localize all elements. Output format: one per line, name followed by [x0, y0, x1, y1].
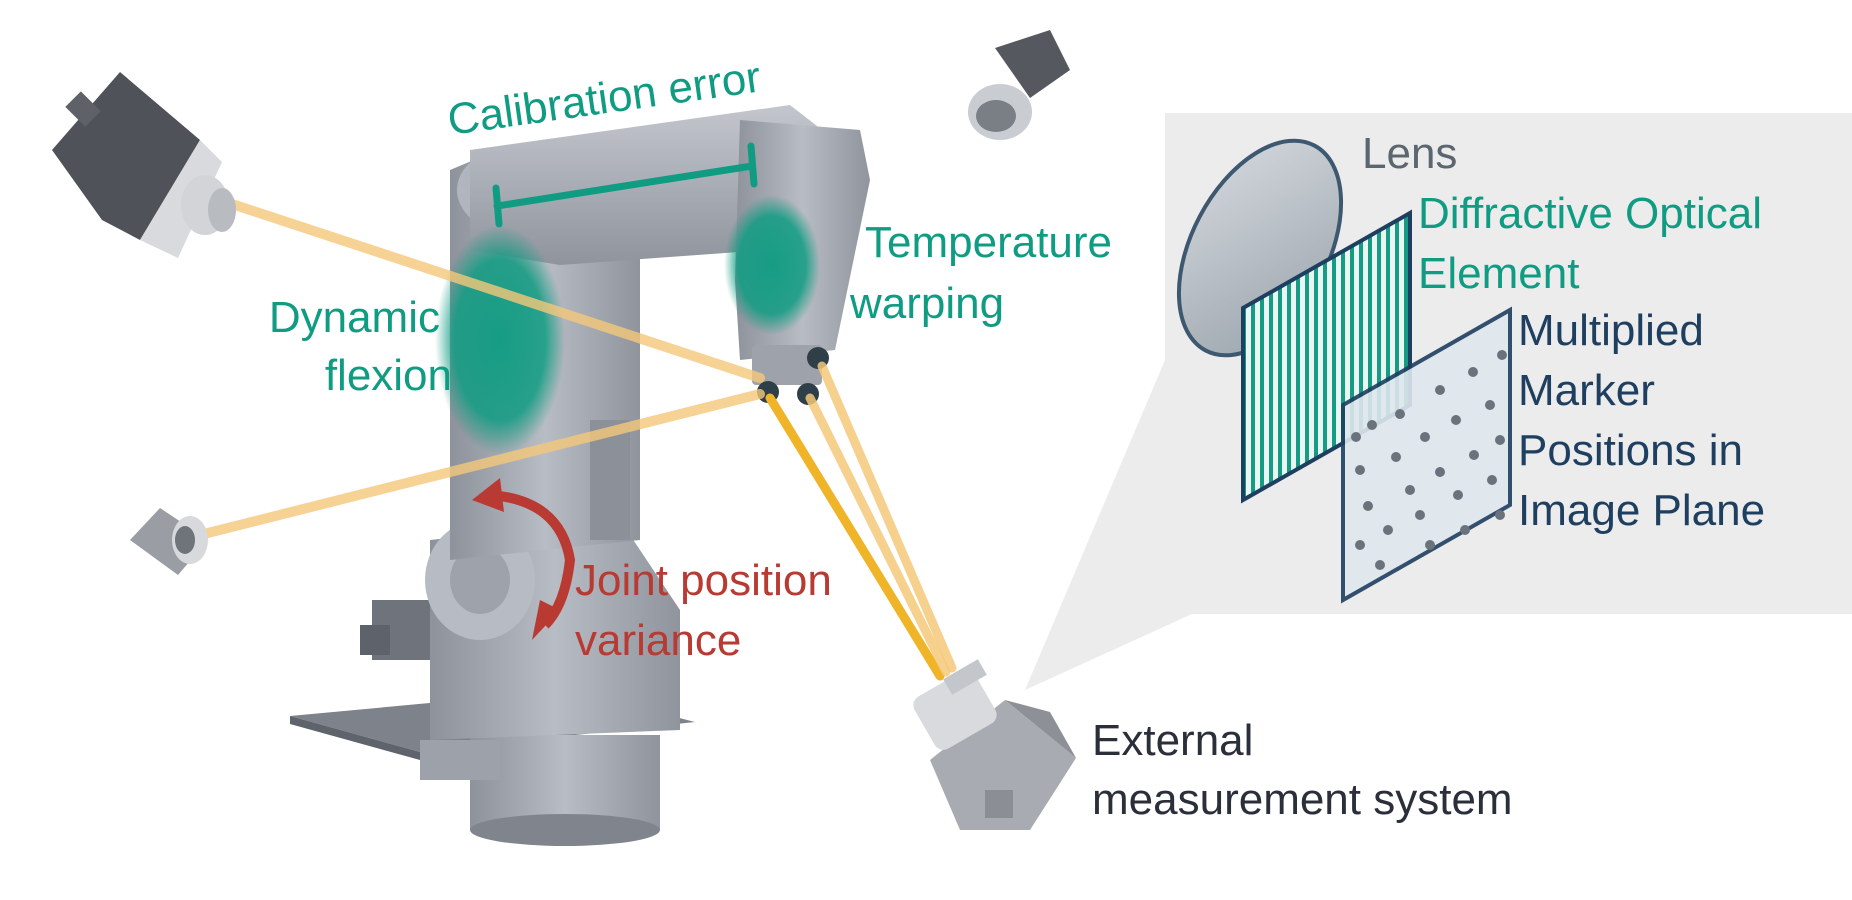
marker-dot — [1383, 525, 1393, 535]
marker-label-line1: Multiplied — [1518, 306, 1704, 355]
joint-position-label-line2: variance — [575, 616, 741, 665]
marker-dot — [1451, 415, 1461, 425]
marker-dot — [1485, 400, 1495, 410]
marker-dot — [1375, 560, 1385, 570]
temperature-warping-region — [724, 195, 820, 335]
marker-dot — [1460, 525, 1470, 535]
marker-dot — [1420, 432, 1430, 442]
marker-label-line4: Image Plane — [1518, 486, 1765, 535]
curved-arrow-icon — [472, 478, 576, 640]
external-system-label-line1: External — [1092, 716, 1253, 765]
marker-dot — [1453, 490, 1463, 500]
marker-dot — [1355, 540, 1365, 550]
calibration-error-bar — [492, 142, 758, 228]
marker-dot — [1435, 385, 1445, 395]
image-plane — [1341, 306, 1512, 604]
marker-label-line3: Positions in — [1518, 426, 1743, 475]
joint-position-label-line1: Joint position — [575, 556, 832, 605]
marker-dot — [1391, 452, 1401, 462]
temperature-warping-label-line2: warping — [849, 279, 1004, 328]
marker-dot — [1497, 350, 1507, 360]
marker-dot — [1367, 420, 1377, 430]
marker-dot — [1363, 501, 1373, 511]
marker-label-line2: Marker — [1518, 366, 1655, 415]
marker-dot — [1495, 435, 1505, 445]
camera-icon-external — [913, 659, 1076, 830]
camera-icon-top — [968, 30, 1070, 140]
doe-label-line1: Diffractive Optical — [1418, 189, 1762, 238]
external-system-label-line2: measurement system — [1092, 775, 1513, 824]
marker-dot — [1487, 475, 1497, 485]
measurement-beams — [175, 199, 957, 681]
marker-dot — [1415, 510, 1425, 520]
temperature-warping-label-line1: Temperature — [865, 218, 1112, 267]
marker-dot — [1355, 465, 1365, 475]
marker-dot — [1435, 467, 1445, 477]
marker-dot — [1351, 432, 1361, 442]
marker-dot — [1425, 540, 1435, 550]
marker-dot — [1395, 409, 1405, 419]
camera-icon-left — [130, 508, 208, 575]
dynamic-flexion-region — [435, 225, 565, 455]
marker-dot — [1405, 485, 1415, 495]
camera-icon-top-left — [52, 72, 236, 258]
doe-label-line2: Element — [1418, 249, 1579, 298]
dynamic-flexion-label-line1: Dynamic — [269, 293, 440, 342]
marker-dot — [1495, 510, 1505, 520]
marker-dot — [1469, 450, 1479, 460]
marker-dot — [1468, 367, 1478, 377]
dynamic-flexion-label-line2: flexion — [325, 351, 452, 400]
lens-label: Lens — [1362, 129, 1457, 178]
